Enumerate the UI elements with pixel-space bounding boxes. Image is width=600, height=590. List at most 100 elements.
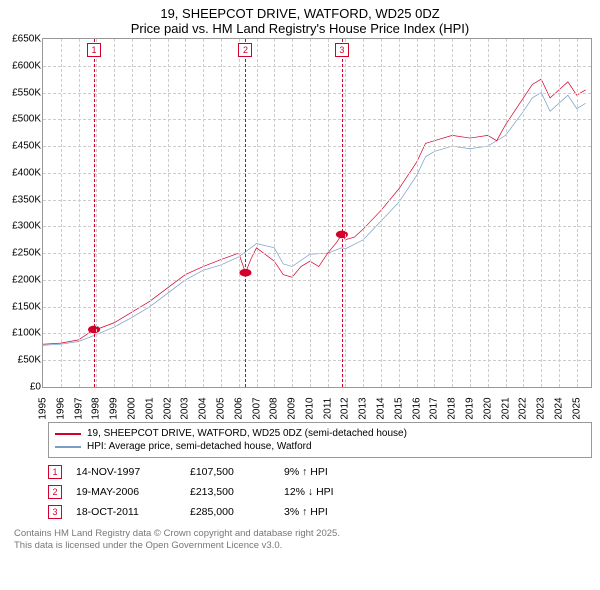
marker-date: 14-NOV-1997 xyxy=(76,466,176,478)
x-axis-label: 2024 xyxy=(553,397,564,419)
gridline-v xyxy=(168,39,169,387)
footer-line2: This data is licensed under the Open Gov… xyxy=(14,540,592,552)
title-block: 19, SHEEPCOT DRIVE, WATFORD, WD25 0DZ Pr… xyxy=(0,0,600,38)
plot-region: £0£50K£100K£150K£200K£250K£300K£350K£400… xyxy=(42,38,592,388)
gridline-v xyxy=(399,39,400,387)
legend-row: 19, SHEEPCOT DRIVE, WATFORD, WD25 0DZ (s… xyxy=(55,427,585,440)
marker-date: 18-OCT-2011 xyxy=(76,506,176,518)
x-axis-label: 2010 xyxy=(304,397,315,419)
marker-vline xyxy=(94,39,95,387)
gridline-v xyxy=(96,39,97,387)
x-axis-label: 2021 xyxy=(500,397,511,419)
x-axis-label: 2013 xyxy=(358,397,369,419)
marker-table-box: 1 xyxy=(48,465,62,479)
x-axis-label: 2001 xyxy=(144,397,155,419)
chart-container: 19, SHEEPCOT DRIVE, WATFORD, WD25 0DZ Pr… xyxy=(0,0,600,590)
gridline-v xyxy=(274,39,275,387)
marker-box: 2 xyxy=(238,43,252,57)
gridline-v xyxy=(221,39,222,387)
x-axis-label: 1999 xyxy=(109,397,120,419)
gridline-v xyxy=(523,39,524,387)
legend-row: HPI: Average price, semi-detached house,… xyxy=(55,440,585,453)
gridline-v xyxy=(114,39,115,387)
marker-date: 19-MAY-2006 xyxy=(76,486,176,498)
gridline-v xyxy=(310,39,311,387)
x-axis-label: 2009 xyxy=(287,397,298,419)
legend-label: 19, SHEEPCOT DRIVE, WATFORD, WD25 0DZ (s… xyxy=(87,428,407,439)
marker-diff: 12% ↓ HPI xyxy=(284,486,384,498)
gridline-h xyxy=(43,226,591,227)
x-axis-label: 2000 xyxy=(126,397,137,419)
y-axis-label: £100K xyxy=(12,328,43,339)
gridline-v xyxy=(381,39,382,387)
x-axis-label: 2012 xyxy=(340,397,351,419)
x-axis-label: 2014 xyxy=(376,397,387,419)
marker-table-row: 3 18-OCT-2011 £285,000 3% ↑ HPI xyxy=(48,502,592,522)
gridline-h xyxy=(43,173,591,174)
y-axis-label: £600K xyxy=(12,60,43,71)
legend: 19, SHEEPCOT DRIVE, WATFORD, WD25 0DZ (s… xyxy=(48,422,592,458)
marker-vline xyxy=(245,39,246,387)
gridline-v xyxy=(292,39,293,387)
gridline-v xyxy=(541,39,542,387)
marker-table-row: 219-MAY-2006£213,50012% ↓ HPI xyxy=(48,482,592,502)
x-axis-label: 1996 xyxy=(55,397,66,419)
x-axis-label: 1995 xyxy=(38,397,49,419)
gridline-v xyxy=(185,39,186,387)
x-axis-label: 2022 xyxy=(518,397,529,419)
gridline-v xyxy=(239,39,240,387)
footer-line1: Contains HM Land Registry data © Crown c… xyxy=(14,528,592,540)
x-axis-label: 2025 xyxy=(571,397,582,419)
chart-lines xyxy=(43,39,591,387)
x-axis-label: 2008 xyxy=(269,397,280,419)
marker-vline xyxy=(342,39,343,387)
marker-box: 3 xyxy=(335,43,349,57)
y-axis-label: £50K xyxy=(18,355,43,366)
legend-swatch xyxy=(55,446,81,448)
gridline-v xyxy=(452,39,453,387)
gridline-v xyxy=(488,39,489,387)
title-address: 19, SHEEPCOT DRIVE, WATFORD, WD25 0DZ xyxy=(0,6,600,21)
y-axis-label: £200K xyxy=(12,274,43,285)
title-subtitle: Price paid vs. HM Land Registry's House … xyxy=(0,21,600,36)
gridline-h xyxy=(43,66,591,67)
x-axis-label: 2018 xyxy=(447,397,458,419)
gridline-v xyxy=(132,39,133,387)
marker-diff: 3% ↑ HPI xyxy=(284,506,384,518)
gridline-h xyxy=(43,333,591,334)
gridline-v xyxy=(577,39,578,387)
x-axis-label: 2015 xyxy=(393,397,404,419)
y-axis-label: £0 xyxy=(30,382,43,393)
x-axis-label: 2004 xyxy=(198,397,209,419)
marker-price: £285,000 xyxy=(190,506,270,518)
marker-diff: 9% ↑ HPI xyxy=(284,466,384,478)
marker-table-box: 3 xyxy=(48,505,62,519)
gridline-v xyxy=(328,39,329,387)
gridline-h xyxy=(43,280,591,281)
x-axis-label: 2003 xyxy=(180,397,191,419)
gridline-v xyxy=(434,39,435,387)
marker-table-row: 1 14-NOV-1997 £107,500 9% ↑ HPI xyxy=(48,462,592,482)
y-axis-label: £650K xyxy=(12,34,43,45)
gridline-v xyxy=(417,39,418,387)
gridline-h xyxy=(43,360,591,361)
x-axis-label: 2002 xyxy=(162,397,173,419)
gridline-v xyxy=(257,39,258,387)
x-axis-label: 1998 xyxy=(91,397,102,419)
x-axis-label: 2006 xyxy=(233,397,244,419)
gridline-v xyxy=(203,39,204,387)
gridline-v xyxy=(79,39,80,387)
x-axis-label: 2023 xyxy=(536,397,547,419)
y-axis-label: £400K xyxy=(12,167,43,178)
marker-box: 1 xyxy=(87,43,101,57)
gridline-v xyxy=(61,39,62,387)
gridline-v xyxy=(150,39,151,387)
marker-price: £107,500 xyxy=(190,466,270,478)
marker-price: £213,500 xyxy=(190,486,270,498)
y-axis-label: £550K xyxy=(12,87,43,98)
x-axis-label: 2019 xyxy=(465,397,476,419)
gridline-v xyxy=(363,39,364,387)
gridline-v xyxy=(506,39,507,387)
y-axis-label: £150K xyxy=(12,301,43,312)
x-axis-label: 2005 xyxy=(215,397,226,419)
